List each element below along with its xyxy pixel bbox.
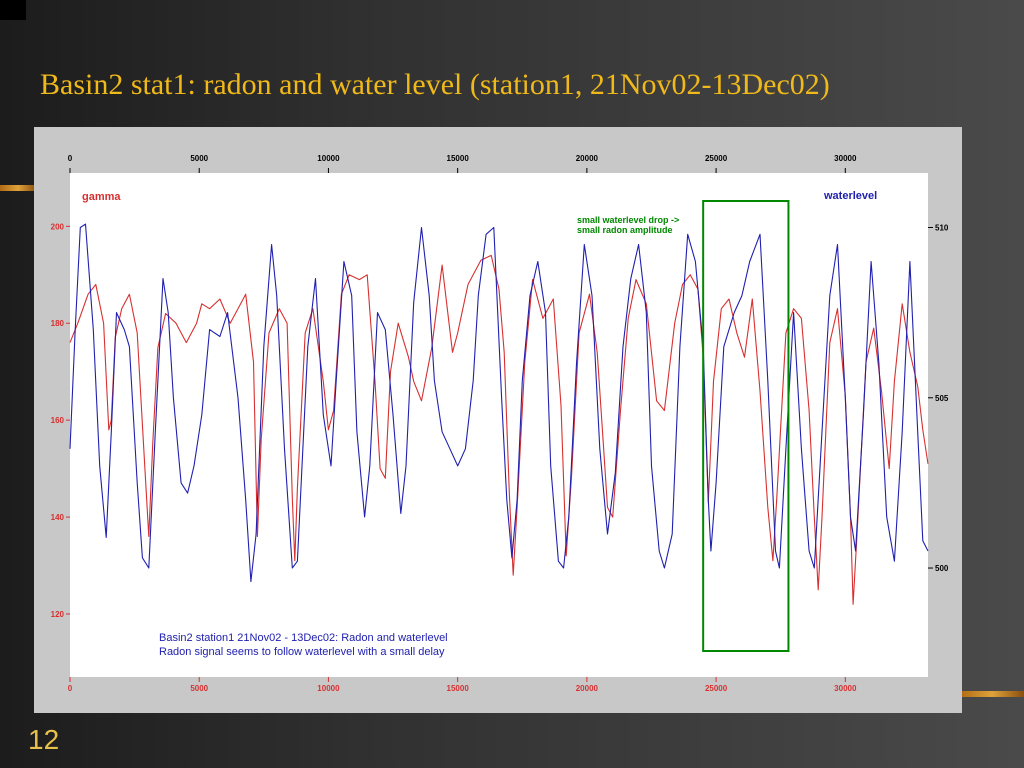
x-tick-label-bottom-10000: 10000 <box>317 684 340 693</box>
slide-title: Basin2 stat1: radon and water level (sta… <box>40 68 830 101</box>
x-tick-label-bottom-0: 0 <box>68 684 73 693</box>
y-left-tick-label-120: 120 <box>51 610 65 619</box>
x-tick-label-top-10000: 10000 <box>317 154 340 163</box>
x-tick-label-bottom-20000: 20000 <box>576 684 599 693</box>
gamma-series-line <box>69 254 929 605</box>
x-tick-label-bottom-25000: 25000 <box>705 684 728 693</box>
y-right-tick-label-505: 505 <box>935 394 949 403</box>
x-tick-label-bottom-30000: 30000 <box>834 684 857 693</box>
x-tick-label-top-0: 0 <box>68 154 73 163</box>
caption-line-2: Radon signal seems to follow waterlevel … <box>159 646 445 658</box>
waterlevel-axis-label: waterlevel <box>823 190 877 202</box>
y-left-tick-label-180: 180 <box>51 319 65 328</box>
annotation-line-1: small waterlevel drop -> <box>577 215 679 225</box>
slide-number: 12 <box>28 724 60 755</box>
caption-line-1: Basin2 station1 21Nov02 - 13Dec02: Radon… <box>159 632 448 644</box>
x-tick-label-top-20000: 20000 <box>576 154 599 163</box>
y-axis-right: 510 505 500 <box>928 223 949 573</box>
x-tick-label-bottom-5000: 5000 <box>190 684 208 693</box>
annotation-line-2: small radon amplitude <box>577 225 673 235</box>
annotation-box <box>702 200 790 652</box>
x-axis-top: 0 5000 10000 15000 20000 25000 30000 <box>68 154 857 173</box>
y-right-tick-label-500: 500 <box>935 564 949 573</box>
radon-waterlevel-chart: 0 5000 10000 15000 20000 25000 30000 0 5000 1000… <box>51 154 949 693</box>
y-left-tick-label-140: 140 <box>51 513 65 522</box>
waterlevel-series-line <box>69 223 929 583</box>
x-tick-label-top-25000: 25000 <box>705 154 728 163</box>
x-axis-bottom: 0 5000 10000 15000 20000 25000 30000 <box>68 677 857 693</box>
x-tick-label-top-30000: 30000 <box>834 154 857 163</box>
plot-area <box>70 173 928 677</box>
x-tick-label-top-5000: 5000 <box>190 154 208 163</box>
series-group <box>69 223 929 605</box>
corner-block <box>0 0 26 20</box>
y-left-tick-label-160: 160 <box>51 416 65 425</box>
gamma-axis-label: gamma <box>82 191 121 203</box>
chart-panel: 0 5000 10000 15000 20000 25000 30000 0 5000 1000… <box>34 127 962 713</box>
y-axis-left: 200 180 160 140 120 <box>51 222 70 619</box>
accent-bar-left <box>0 185 36 191</box>
x-tick-label-bottom-15000: 15000 <box>447 684 470 693</box>
accent-bar-right <box>960 691 1024 697</box>
y-left-tick-label-200: 200 <box>51 222 65 231</box>
x-tick-label-top-15000: 15000 <box>447 154 470 163</box>
y-right-tick-label-510: 510 <box>935 223 949 232</box>
